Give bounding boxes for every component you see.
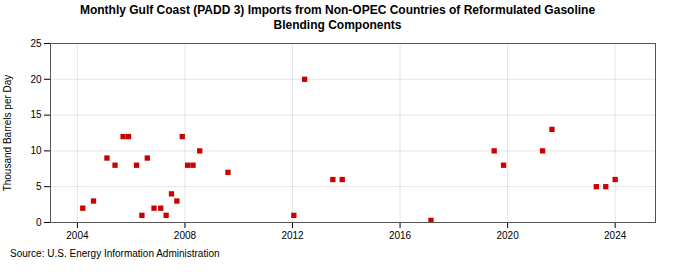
svg-text:2020: 2020 bbox=[496, 230, 519, 241]
svg-text:10: 10 bbox=[30, 145, 42, 156]
svg-text:2024: 2024 bbox=[604, 230, 627, 241]
svg-text:2008: 2008 bbox=[174, 230, 197, 241]
svg-text:15: 15 bbox=[30, 109, 42, 120]
html-text:Source: U.S. Energy Informatio: Source: U.S. Energy Information Administ… bbox=[10, 248, 220, 259]
svg-text:2012: 2012 bbox=[281, 230, 304, 241]
svg-text:2016: 2016 bbox=[389, 230, 412, 241]
svg-text:25: 25 bbox=[30, 38, 42, 49]
html-text:Monthly Gulf Coast (PADD 3) Im: Monthly Gulf Coast (PADD 3) Imports from… bbox=[79, 3, 596, 32]
svg-text:5: 5 bbox=[36, 181, 42, 192]
svg-text:20: 20 bbox=[30, 74, 42, 85]
svg-text:Thousand Barrels per Day: Thousand Barrels per Day bbox=[2, 75, 13, 192]
svg-text:0: 0 bbox=[36, 217, 42, 228]
svg-text:2004: 2004 bbox=[66, 230, 89, 241]
